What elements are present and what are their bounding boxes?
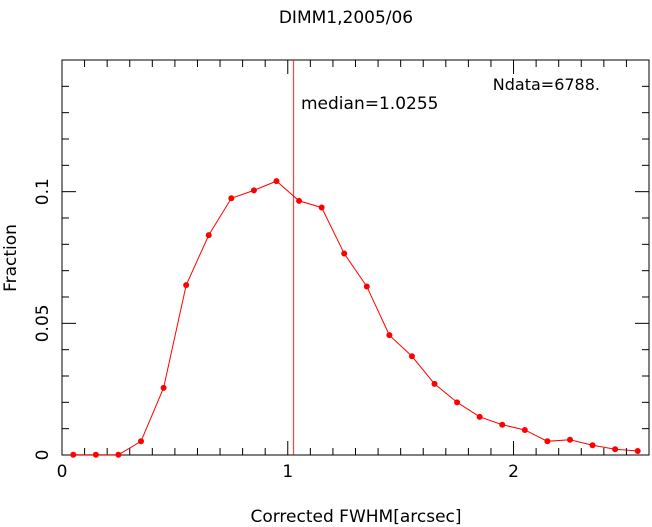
data-point (92, 451, 99, 458)
data-point (250, 187, 257, 194)
ndata-annotation: Ndata=6788. (493, 75, 600, 94)
data-point (544, 438, 551, 445)
data-point (363, 283, 370, 290)
data-point (273, 178, 280, 185)
data-point (183, 282, 190, 289)
data-point (521, 426, 528, 433)
series-line (73, 180, 638, 456)
x-tick-label: 2 (508, 462, 519, 482)
data-point (408, 353, 415, 360)
data-point (296, 197, 303, 204)
data-point (70, 451, 77, 458)
y-tick-label: 0 (33, 450, 53, 461)
median-label: median=1.0255 (301, 94, 438, 114)
data-point (499, 421, 506, 428)
data-point (115, 451, 122, 458)
data-point (431, 380, 438, 387)
data-point (454, 399, 461, 406)
data-point (566, 436, 573, 443)
y-axis-label: Fraction (1, 224, 21, 292)
data-point (228, 195, 235, 202)
data-point (589, 442, 596, 449)
data-point (634, 448, 641, 455)
x-axis-label: Corrected FWHM[arcsec] (250, 507, 461, 527)
chart-title: DIMM1,2005/06 (279, 8, 413, 28)
data-point (205, 232, 212, 239)
data-point (341, 250, 348, 257)
x-tick-label: 0 (57, 462, 68, 482)
data-point (160, 384, 167, 391)
y-tick-label: 0.1 (33, 178, 53, 205)
data-point (476, 413, 483, 420)
data-point (318, 204, 325, 211)
data-point (612, 446, 619, 453)
data-point (386, 332, 393, 339)
y-tick-label: 0.05 (33, 304, 53, 342)
plot-frame (61, 59, 650, 456)
data-point (138, 438, 145, 445)
x-tick-label: 1 (282, 462, 293, 482)
